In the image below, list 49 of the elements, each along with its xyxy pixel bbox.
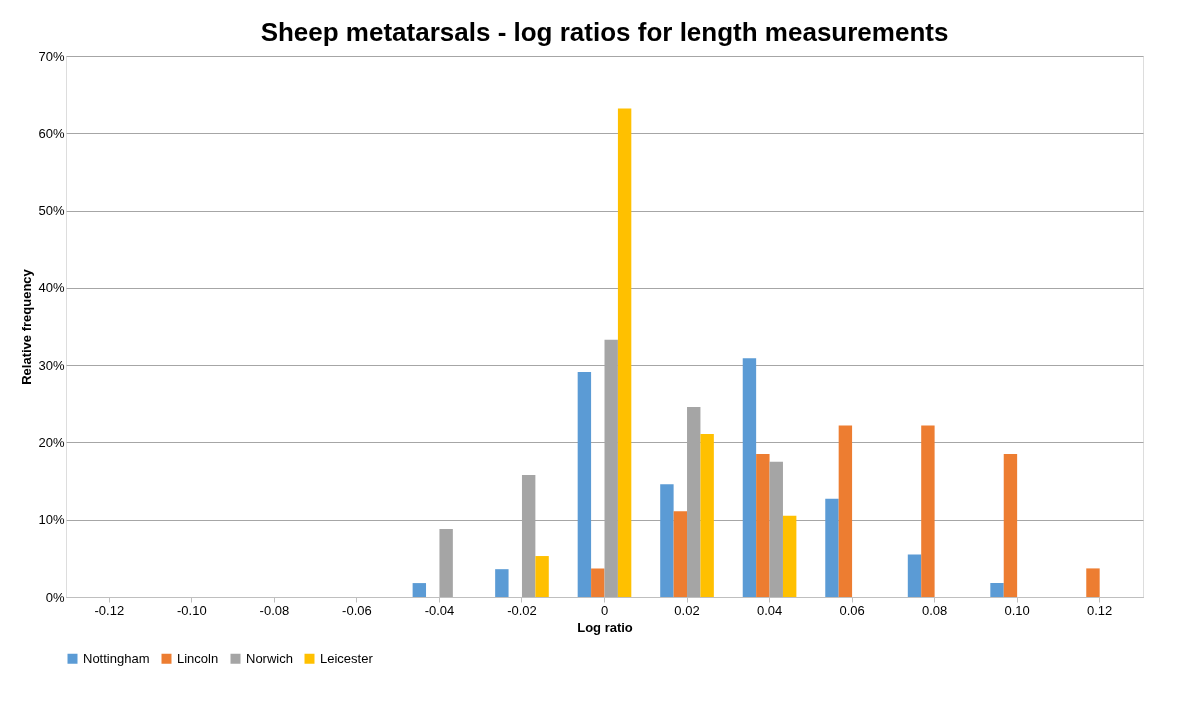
x-axis-title: Log ratio (577, 619, 633, 635)
y-axis-title: Relative frequency (19, 268, 35, 385)
y-tick-label: 20% (38, 434, 65, 450)
y-tick-label: 30% (38, 357, 65, 373)
x-tick-label: 0.04 (756, 602, 783, 618)
bar (825, 498, 839, 597)
x-tick-label: -0.06 (342, 602, 372, 618)
bar (1086, 568, 1100, 597)
y-tick-label: 40% (38, 280, 65, 296)
x-tick-label: -0.02 (507, 602, 537, 618)
bar (742, 358, 757, 597)
legend-label: Norwich (246, 650, 293, 666)
legend-label: Nottingham (83, 650, 150, 666)
bar (439, 528, 453, 597)
x-tick-label: 0 (600, 602, 609, 618)
legend-label: Leicester (320, 650, 374, 666)
x-tick-label: 0.08 (921, 602, 948, 618)
bar (907, 554, 922, 597)
bar (660, 484, 674, 597)
y-tick-label: 50% (38, 203, 65, 219)
y-tick-label: 60% (38, 125, 65, 141)
bar (1003, 454, 1018, 597)
y-tick-label: 10% (38, 512, 65, 528)
bar (673, 511, 688, 597)
bar (769, 461, 783, 597)
chart-title: Sheep metatarsals - log ratios for length measurements (260, 17, 949, 47)
y-tick-label: 70% (38, 48, 65, 64)
bar (591, 568, 605, 597)
bar (990, 583, 1004, 597)
bar (921, 425, 935, 597)
x-tick-label: -0.10 (177, 602, 207, 618)
bar (535, 556, 549, 597)
x-tick-label: 0.06 (839, 602, 865, 618)
x-tick-label: -0.08 (259, 602, 290, 618)
x-tick-label: -0.12 (94, 602, 125, 618)
bar (756, 454, 770, 597)
x-tick-label: -0.04 (424, 602, 455, 618)
bar (782, 515, 797, 597)
x-tick-label: 0.02 (674, 602, 700, 618)
bar (700, 433, 714, 597)
x-tick-label: 0.12 (1087, 602, 1113, 618)
bar (617, 108, 632, 597)
bar (412, 583, 427, 597)
x-tick-label: 0.10 (1004, 602, 1030, 618)
bar (577, 372, 592, 597)
bar (838, 425, 853, 597)
bar (495, 569, 509, 597)
legend-label: Lincoln (177, 650, 219, 666)
y-tick-label: 0% (45, 589, 65, 605)
